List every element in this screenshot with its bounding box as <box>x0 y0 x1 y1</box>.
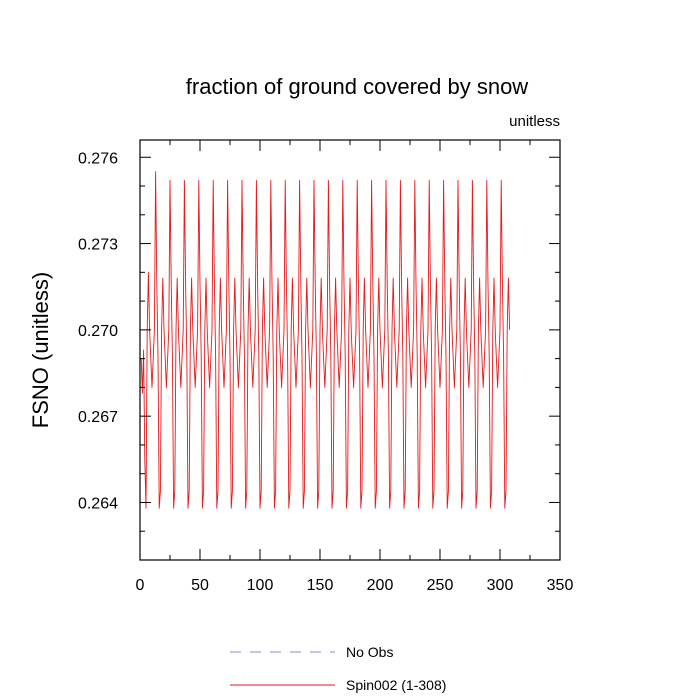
y-tick-label: 0.267 <box>78 409 118 426</box>
y-tick-label: 0.270 <box>78 323 118 340</box>
legend-label: Spin002 (1-308) <box>346 677 446 693</box>
x-tick-label: 150 <box>307 577 334 594</box>
x-tick-label: 100 <box>247 577 274 594</box>
x-tick-label: 200 <box>367 577 394 594</box>
units-label: unitless <box>509 113 560 130</box>
x-tick-label: 300 <box>487 577 514 594</box>
x-tick-label: 0 <box>136 577 145 594</box>
y-tick-label: 0.276 <box>78 150 118 167</box>
series-layer <box>140 171 511 509</box>
legend: No Obs Spin002 (1-308) <box>230 644 446 693</box>
series-line-spin002 <box>140 171 511 509</box>
x-tick-label: 50 <box>191 577 209 594</box>
y-tick-label: 0.264 <box>78 495 118 512</box>
y-tick-label: 0.273 <box>78 237 118 254</box>
x-tick-label: 350 <box>547 577 574 594</box>
chart-title: fraction of ground covered by snow <box>186 74 529 99</box>
x-tick-label: 250 <box>427 577 454 594</box>
legend-label: No Obs <box>346 644 393 660</box>
axis-layer: 0 50 100 150 200 250 300 350 0.264 0.267 0.270 0.27… <box>78 140 573 594</box>
y-axis-label: FSNO (unitless) <box>28 272 53 428</box>
